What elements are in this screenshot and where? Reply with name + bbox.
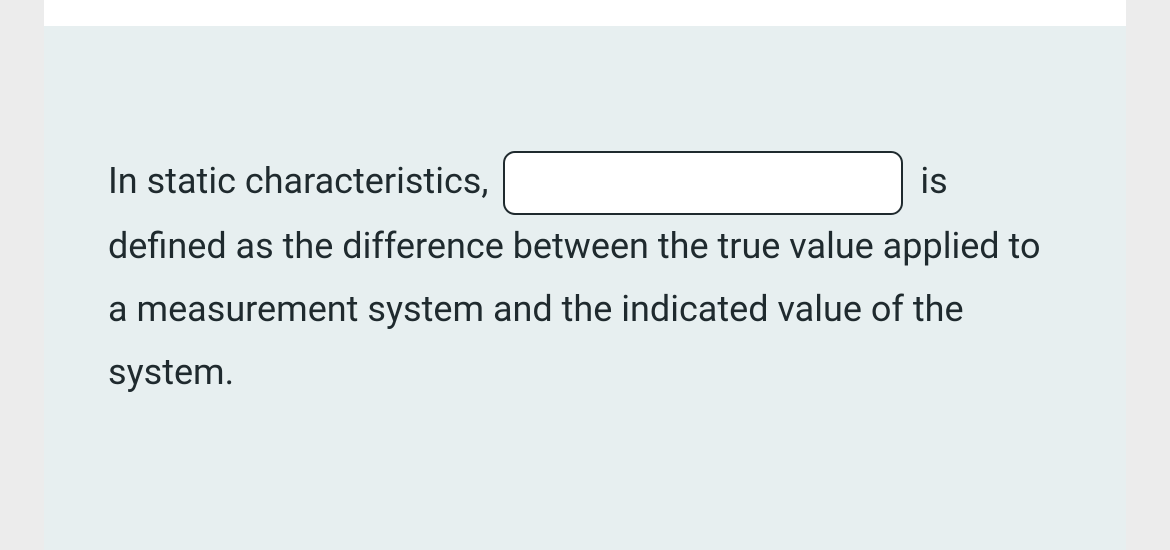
question-panel: In static characteristics, is defined as… (44, 26, 1126, 550)
card: In static characteristics, is defined as… (44, 0, 1126, 550)
page-outer: In static characteristics, is defined as… (0, 0, 1170, 503)
answer-input[interactable] (503, 151, 903, 215)
card-top-strip (44, 0, 1126, 26)
question-text: In static characteristics, is defined as… (108, 150, 1062, 404)
question-text-before: In static characteristics, (108, 160, 497, 202)
